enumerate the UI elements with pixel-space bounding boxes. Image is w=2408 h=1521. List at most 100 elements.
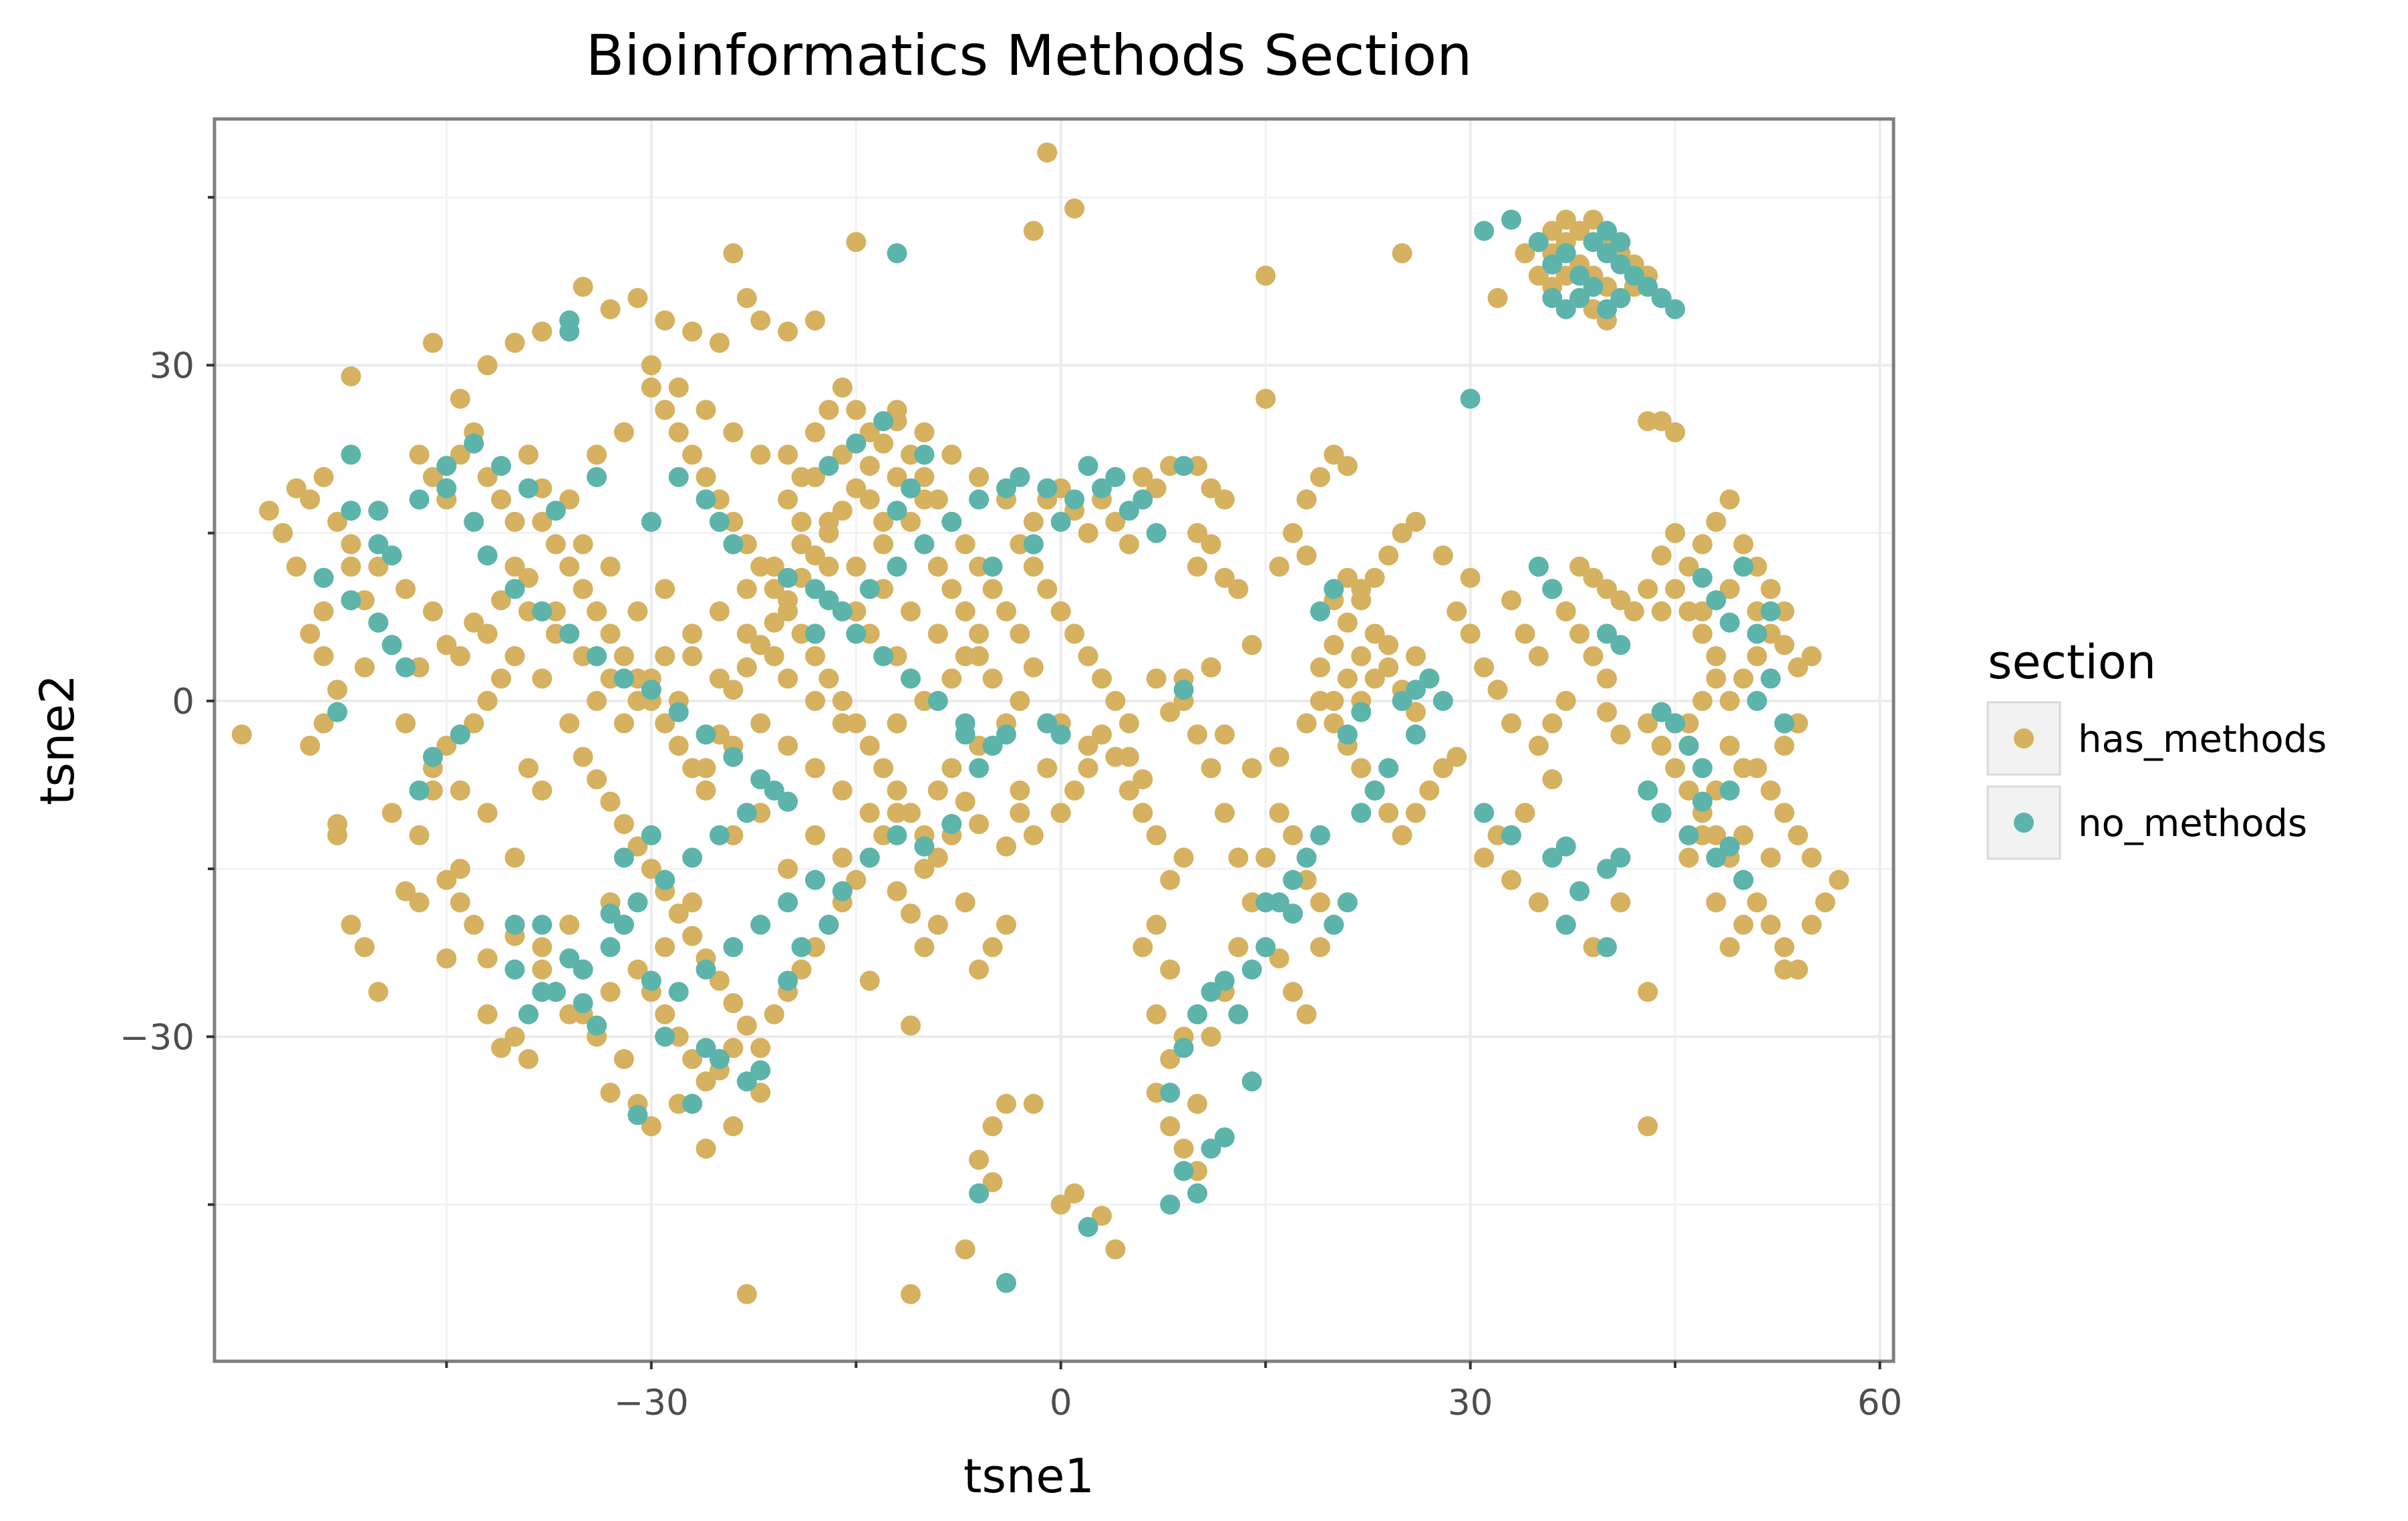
data-point <box>778 567 798 588</box>
data-point <box>1761 668 1781 689</box>
data-point <box>532 959 553 980</box>
data-point <box>1310 937 1330 958</box>
data-point <box>805 466 825 487</box>
data-point <box>723 534 744 555</box>
data-point <box>1146 523 1167 543</box>
data-point <box>1542 847 1563 868</box>
data-point <box>1214 724 1235 745</box>
data-point <box>696 1138 716 1159</box>
data-point <box>750 914 771 935</box>
data-point <box>327 702 347 722</box>
data-point <box>1733 825 1754 845</box>
data-point <box>1433 758 1453 779</box>
data-point <box>1405 511 1426 532</box>
data-point <box>1010 803 1030 823</box>
data-point <box>1255 892 1276 913</box>
data-point <box>1610 892 1631 913</box>
data-point <box>696 489 716 510</box>
data-point <box>422 466 443 487</box>
data-point <box>1583 277 1604 297</box>
data-point <box>805 579 825 599</box>
data-point <box>1023 825 1044 845</box>
data-point <box>1692 567 1712 588</box>
data-point <box>627 959 648 980</box>
data-point <box>1078 646 1098 666</box>
data-point <box>668 466 689 487</box>
data-point <box>1201 534 1221 555</box>
data-point <box>1761 579 1781 599</box>
data-point <box>1597 859 1617 879</box>
data-point <box>1023 221 1044 241</box>
data-point <box>955 534 975 555</box>
data-point <box>832 847 853 868</box>
data-point <box>1555 914 1576 935</box>
data-point <box>750 310 771 331</box>
data-point <box>1228 579 1249 599</box>
data-point <box>982 1116 1003 1137</box>
data-point <box>1351 646 1372 666</box>
data-point <box>1405 702 1426 722</box>
data-point <box>901 904 921 924</box>
data-point <box>1692 690 1712 711</box>
data-point <box>955 724 975 745</box>
data-point <box>422 746 443 767</box>
data-point <box>1610 232 1631 253</box>
data-point <box>655 310 675 331</box>
data-point <box>1555 836 1576 857</box>
data-point <box>559 310 580 331</box>
data-point <box>1678 735 1699 756</box>
data-point <box>450 646 470 666</box>
data-point <box>1160 1194 1181 1215</box>
data-point <box>1624 601 1644 621</box>
data-point <box>1269 948 1290 969</box>
data-point <box>1515 803 1535 823</box>
data-point <box>600 904 621 924</box>
data-point <box>696 758 716 779</box>
data-point <box>1733 556 1754 577</box>
data-point <box>1214 970 1235 991</box>
data-point <box>791 624 812 644</box>
data-point <box>532 668 553 689</box>
data-point <box>504 1026 525 1047</box>
series-has_methods <box>231 142 1849 1304</box>
data-point <box>1761 847 1781 868</box>
data-point <box>1447 746 1467 767</box>
data-point <box>832 713 853 734</box>
data-point <box>668 982 689 1002</box>
data-point <box>1078 758 1098 779</box>
x-axis-title: tsne1 <box>963 1449 1094 1504</box>
data-point <box>436 456 457 476</box>
data-point <box>1487 288 1508 308</box>
data-point <box>1296 1004 1317 1024</box>
data-point <box>1665 523 1686 543</box>
data-point <box>846 713 867 734</box>
data-point <box>736 1284 757 1304</box>
data-point <box>901 511 921 532</box>
data-point <box>1337 456 1358 476</box>
data-point <box>613 422 634 442</box>
legend-marker <box>2014 813 2034 833</box>
data-point <box>832 690 853 711</box>
data-point <box>1569 221 1590 241</box>
data-point <box>1310 892 1330 913</box>
data-point <box>368 612 389 633</box>
data-point <box>341 534 361 555</box>
data-point <box>409 825 430 845</box>
data-point <box>436 948 457 969</box>
data-point <box>859 970 880 991</box>
data-point <box>655 713 675 734</box>
data-point <box>477 545 498 566</box>
data-point <box>600 624 621 644</box>
data-point <box>1610 724 1631 745</box>
data-point <box>396 657 416 678</box>
data-point <box>1719 836 1740 857</box>
data-point <box>1118 713 1139 734</box>
data-point <box>1160 959 1181 980</box>
data-point <box>682 892 703 913</box>
data-point <box>969 758 990 779</box>
data-point <box>354 937 375 958</box>
data-point <box>1283 904 1303 924</box>
data-point <box>1583 299 1604 319</box>
data-point <box>846 556 867 577</box>
data-point <box>1201 1138 1221 1159</box>
